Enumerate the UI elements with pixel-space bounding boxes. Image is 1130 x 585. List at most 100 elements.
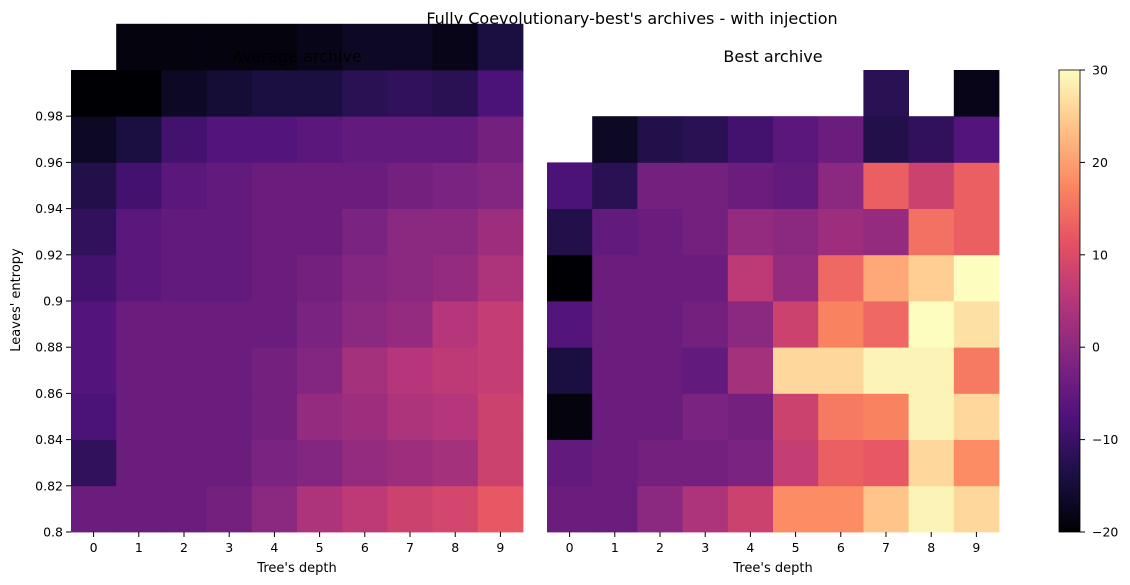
- heatmap-cell: [297, 485, 343, 533]
- colorbar-axis: 30 20 10 0 −10 −20: [1080, 63, 1118, 540]
- heatmap-cell: [116, 485, 162, 533]
- heatmap-cell: [953, 162, 1000, 209]
- best-archive-xlabel: Tree's depth: [732, 561, 812, 576]
- x-tick-label: 5: [316, 540, 324, 555]
- heatmap-cell: [863, 347, 909, 394]
- colorbar-tick-label: −10: [1092, 432, 1118, 447]
- heatmap-cell: [297, 254, 343, 302]
- heatmap-cell: [908, 254, 955, 302]
- heatmap-cell: [477, 162, 524, 209]
- heatmap-cell: [206, 208, 253, 256]
- heatmap-cell: [116, 393, 162, 440]
- x-tick-label: 9: [972, 540, 980, 555]
- x-tick-label: 0: [566, 540, 574, 555]
- heatmap-cell: [342, 347, 388, 394]
- heatmap-cell: [818, 301, 864, 348]
- heatmap-cell: [818, 347, 864, 394]
- heatmap-cell: [297, 70, 343, 117]
- heatmap-cell: [637, 485, 683, 533]
- heatmap-cell: [773, 301, 819, 348]
- heatmap-cell: [251, 485, 298, 533]
- heatmap-cell: [161, 23, 207, 71]
- heatmap-cell: [773, 347, 819, 394]
- heatmap-cell: [342, 301, 388, 348]
- heatmap-cell: [116, 162, 162, 209]
- heatmap-cell: [342, 162, 388, 209]
- heatmap-cell: [387, 208, 433, 256]
- heatmap-cell: [727, 439, 774, 487]
- heatmap-cell: [863, 485, 909, 533]
- heatmap-cell: [727, 162, 774, 209]
- x-tick-label: 6: [837, 540, 845, 555]
- heatmap-cell: [432, 116, 479, 163]
- heatmap-cell: [206, 439, 253, 487]
- heatmap-cell: [71, 347, 117, 394]
- y-tick-label: 0.8: [43, 525, 63, 540]
- heatmap-cell: [592, 208, 638, 256]
- y-tick-label: 0.88: [35, 340, 63, 355]
- x-tick-label: 7: [406, 540, 414, 555]
- heatmap-cell: [592, 485, 638, 533]
- heatmap-cell: [727, 393, 774, 440]
- heatmap-cell: [71, 301, 117, 348]
- heatmap-cell: [387, 23, 433, 71]
- heatmap-cell: [477, 439, 524, 487]
- y-tick-label: 0.86: [35, 386, 63, 401]
- heatmap-cell: [206, 70, 253, 117]
- y-tick-label: 0.98: [35, 109, 63, 124]
- heatmap-cell: [161, 485, 207, 533]
- heatmap-cell: [908, 301, 955, 348]
- heatmap-cell: [387, 162, 433, 209]
- heatmap-cell: [477, 347, 524, 394]
- colorbar-tick-label: 0: [1092, 340, 1100, 355]
- heatmap-cell: [251, 393, 298, 440]
- heatmap-cell: [773, 254, 819, 302]
- heatmap-cell: [727, 116, 774, 163]
- heatmap-cell: [592, 162, 638, 209]
- y-tick-label: 0.96: [35, 155, 63, 170]
- heatmap-cell: [953, 485, 1000, 533]
- heatmap-cell: [953, 254, 1000, 302]
- y-tick-label: 0.84: [35, 432, 63, 447]
- heatmap-cell: [908, 485, 955, 533]
- x-tick-label: 3: [225, 540, 233, 555]
- heatmap-cell: [547, 254, 593, 302]
- x-tick-label: 3: [701, 540, 709, 555]
- average-archive-title: Average archive: [232, 47, 362, 66]
- heatmap-cell: [387, 439, 433, 487]
- colorbar-tick-label: −20: [1092, 525, 1118, 540]
- y-tick-label: 0.82: [35, 478, 63, 493]
- heatmap-cell: [818, 254, 864, 302]
- heatmap-cell: [953, 347, 1000, 394]
- heatmap-cell: [251, 254, 298, 302]
- heatmap-cell: [727, 301, 774, 348]
- heatmap-cell: [547, 439, 593, 487]
- x-tick-label: 8: [927, 540, 935, 555]
- heatmap-cell: [251, 439, 298, 487]
- heatmap-cell: [251, 23, 298, 71]
- x-tick-label: 5: [792, 540, 800, 555]
- heatmap-cell: [432, 254, 479, 302]
- heatmap-cell: [116, 23, 162, 71]
- heatmap-cell: [908, 162, 955, 209]
- heatmap-cell: [251, 347, 298, 394]
- heatmap-cell: [908, 208, 955, 256]
- heatmap-cell: [71, 393, 117, 440]
- heatmap-cell: [592, 347, 638, 394]
- heatmap-cell: [297, 162, 343, 209]
- heatmap-cell: [637, 208, 683, 256]
- heatmap-cell: [863, 439, 909, 487]
- heatmap-cell: [387, 301, 433, 348]
- heatmap-cell: [727, 485, 774, 533]
- figure-title: Fully Coevolutionary-best's archives - w…: [426, 9, 837, 28]
- colorbar-tick-label: 10: [1092, 247, 1108, 262]
- heatmap-cell: [161, 254, 207, 302]
- heatmap-best-archive: 0 1 2 3 4 5 6 7 8 9: [547, 70, 1000, 555]
- heatmap-cell: [863, 162, 909, 209]
- heatmap-cell: [477, 301, 524, 348]
- heatmap-cell: [637, 162, 683, 209]
- heatmap-cell: [206, 347, 253, 394]
- heatmap-cell: [682, 485, 729, 533]
- heatmap-cell: [477, 485, 524, 533]
- heatmap-cell: [682, 162, 729, 209]
